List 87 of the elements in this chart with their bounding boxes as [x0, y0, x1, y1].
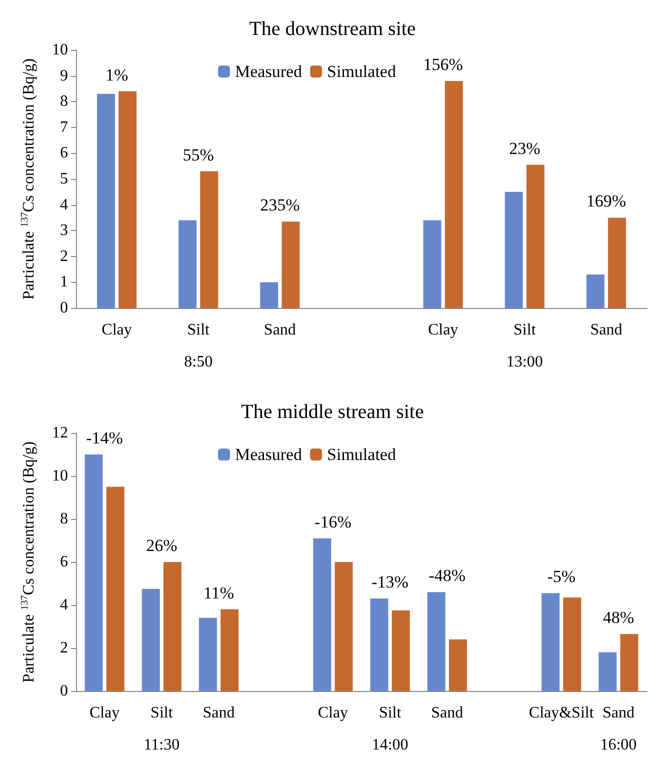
y-tick-label: 2: [60, 248, 68, 265]
x-tick-label: Silt: [187, 322, 210, 338]
annotation: -5%: [547, 567, 576, 586]
bar: [542, 593, 560, 691]
annotation: 235%: [260, 196, 300, 215]
bar: [392, 610, 410, 691]
bar: [563, 597, 582, 691]
bar: [313, 538, 332, 691]
legend-label: Simulated: [327, 62, 396, 81]
y-tick-label: 9: [60, 67, 68, 84]
x-tick-label: Sand: [431, 704, 464, 722]
bar: [260, 282, 278, 308]
x-tick-label: Silt: [514, 322, 536, 338]
bar: [84, 454, 103, 691]
x-tick-label: Clay: [102, 322, 132, 338]
bar: [96, 94, 115, 308]
annotation: 169%: [586, 192, 626, 211]
bar: [200, 171, 218, 308]
legend-label: Simulated: [327, 445, 396, 464]
y-tick-label: 0: [60, 682, 68, 700]
chart-title: The downstream site: [249, 18, 416, 40]
x-tick-label: Clay: [89, 704, 120, 722]
x-tick-label: Clay: [318, 704, 348, 722]
bar: [198, 618, 217, 691]
annotation: 48%: [602, 608, 634, 628]
y-tick-label: 5: [60, 170, 68, 188]
bar: [118, 91, 137, 308]
bar: [106, 486, 124, 691]
x-tick-label: Silt: [378, 704, 402, 722]
annotation: 23%: [509, 138, 540, 158]
annotation: -14%: [86, 428, 123, 448]
text: 11:30: [144, 736, 180, 754]
y-axis-title: Particulate 137Cs concentration (Bq/g): [20, 58, 38, 300]
text: 16:00: [600, 736, 637, 754]
bar: [448, 639, 467, 691]
bar: [163, 562, 182, 691]
x-tick-label: Clay&Silt: [528, 704, 594, 722]
y-axis-title: Particulate 137Cs concentration (Bq/g): [20, 441, 38, 683]
bar: [526, 164, 544, 308]
y-tick-label: 1: [60, 274, 68, 291]
annotation: 156%: [423, 54, 463, 74]
y-tick-label: 4: [60, 196, 68, 214]
bar: [586, 274, 604, 308]
annotation: -13%: [372, 572, 408, 592]
y-tick-label: 10: [52, 468, 68, 484]
bar: [620, 634, 638, 691]
y-tick-label: 8: [60, 93, 68, 110]
legend-label: Measured: [235, 445, 303, 464]
y-tick-label: 6: [60, 144, 68, 162]
x-tick-label: Sand: [602, 704, 634, 722]
y-tick-label: 7: [60, 118, 68, 136]
bar: [423, 220, 442, 308]
y-tick-label: 12: [52, 424, 68, 442]
text: 14:00: [372, 736, 408, 754]
x-tick-label: Clay: [428, 322, 458, 338]
annotation: 11%: [203, 583, 234, 602]
annotation: -48%: [428, 566, 466, 586]
x-tick-label: Sand: [590, 322, 622, 338]
text: 13:00: [506, 354, 543, 370]
y-tick-label: 0: [60, 300, 68, 316]
y-tick-label: 6: [60, 554, 68, 570]
x-tick-label: Silt: [150, 704, 174, 722]
y-tick-label: 2: [60, 640, 68, 656]
y-tick-label: 3: [60, 222, 68, 240]
y-tick-label: 10: [52, 42, 68, 58]
text: 8:50: [184, 354, 213, 370]
bar: [370, 598, 388, 691]
bar: [427, 592, 446, 691]
bar: [608, 218, 626, 308]
annotation: 26%: [146, 536, 178, 555]
x-tick-label: Sand: [202, 704, 235, 722]
y-tick-label: 4: [60, 596, 68, 614]
legend-label: Measured: [235, 62, 303, 81]
bar: [282, 222, 300, 308]
x-tick-label: Sand: [264, 322, 296, 338]
chart-title: The middle stream site: [241, 401, 424, 423]
bar: [220, 609, 239, 691]
annotation: -16%: [314, 512, 352, 532]
annotation: 1%: [105, 65, 128, 84]
bar: [444, 80, 463, 308]
bar: [142, 588, 160, 691]
bar: [598, 652, 617, 691]
y-tick-label: 8: [60, 510, 68, 528]
bar: [178, 220, 197, 308]
bar: [334, 562, 353, 691]
bar: [504, 192, 523, 308]
annotation: 55%: [182, 145, 214, 164]
